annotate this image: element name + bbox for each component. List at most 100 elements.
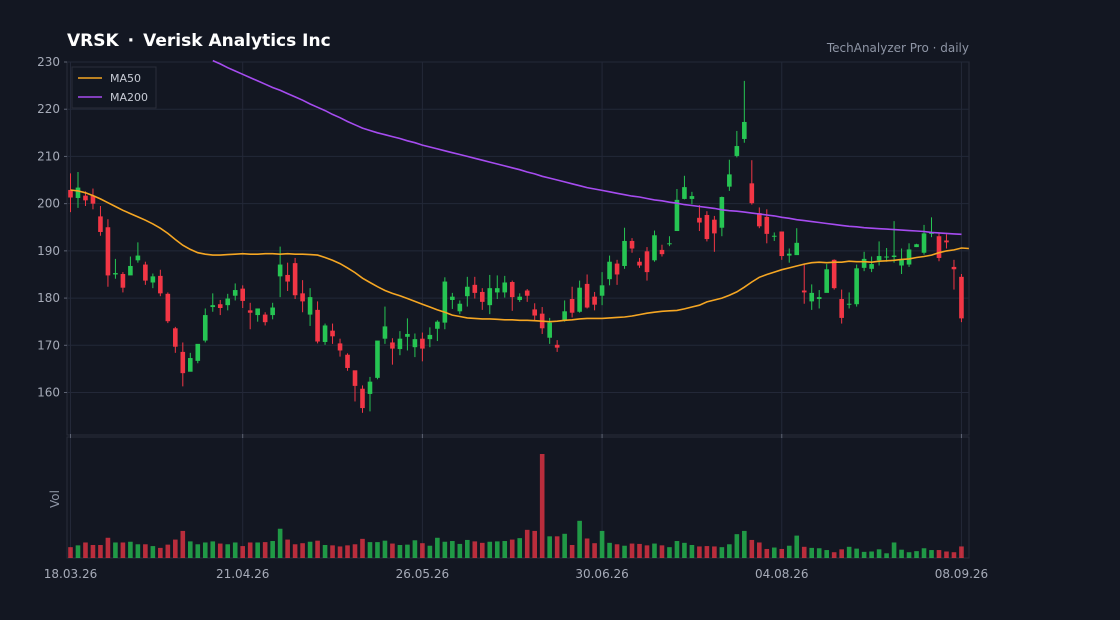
date-tick-label: 26.05.26	[396, 567, 449, 581]
volume-bar	[165, 544, 171, 558]
volume-bar	[427, 545, 433, 558]
legend-box	[71, 66, 157, 109]
volume-bar	[412, 540, 418, 558]
candle-body	[674, 199, 680, 232]
candle-body	[315, 309, 320, 342]
volume-bar	[285, 539, 290, 558]
grid-lines	[67, 61, 969, 558]
candle-body	[861, 258, 867, 268]
candle-body	[225, 298, 231, 306]
volume-bar	[712, 546, 717, 558]
volume-bar	[637, 543, 642, 558]
volume-bar	[697, 546, 702, 558]
volume-bar	[352, 544, 358, 558]
candle-body	[839, 299, 844, 318]
volume-bar	[68, 547, 73, 558]
volume-bar	[90, 545, 96, 558]
volume-bar	[659, 545, 665, 558]
volume-bar	[180, 530, 186, 558]
volume-bar	[771, 547, 777, 558]
volume-bars	[68, 454, 964, 558]
volume-bar	[532, 530, 537, 558]
candle-body	[659, 249, 665, 255]
volume-bar	[801, 546, 807, 558]
volume-bar	[502, 541, 508, 558]
price-tick-label: 230	[37, 55, 60, 69]
candle-body	[951, 266, 957, 270]
candle-body	[786, 253, 792, 256]
volume-bar	[742, 530, 747, 558]
price-tick-label: 210	[37, 149, 60, 163]
volume-bar	[292, 544, 298, 558]
price-axis: 160 170 180 190 200 210 220 230	[37, 55, 67, 400]
candle-body	[397, 338, 403, 350]
volume-bar	[322, 545, 328, 558]
candle-body	[285, 274, 290, 282]
volume-bar	[644, 545, 650, 558]
volume-bar	[113, 542, 118, 558]
volume-bar	[951, 552, 957, 558]
candle-body	[959, 276, 964, 319]
candle-body	[727, 174, 732, 187]
volume-bar	[547, 536, 552, 558]
volume-axis-label: Vol	[48, 490, 62, 508]
volume-bar	[749, 539, 755, 558]
title-separator: ·	[127, 31, 135, 51]
candle-body	[330, 330, 335, 337]
candle-body	[247, 310, 253, 313]
candle-body	[599, 285, 605, 296]
date-tick-label: 04.08.26	[755, 567, 808, 581]
volume-bar	[262, 542, 268, 558]
candle-body	[914, 244, 919, 248]
candle-body	[854, 268, 859, 305]
volume-bar	[524, 529, 530, 558]
volume-bar	[255, 542, 260, 558]
volume-bar	[667, 547, 672, 558]
volume-bar	[270, 541, 275, 558]
volume-bar	[494, 541, 500, 558]
price-tick-label: 220	[37, 102, 60, 116]
volume-bar	[652, 543, 657, 558]
candle-body	[824, 269, 829, 293]
candle-body	[944, 240, 949, 243]
candle-body	[255, 308, 260, 316]
volume-bar	[779, 548, 785, 558]
candle-body	[629, 240, 635, 249]
candle-body	[764, 216, 770, 234]
candle-body	[165, 293, 171, 322]
candle-body	[390, 342, 395, 349]
volume-bar	[330, 545, 335, 558]
candle-body	[562, 311, 567, 321]
volume-bar	[457, 543, 463, 558]
volume-bar	[809, 547, 815, 558]
candlestick-series	[68, 80, 964, 413]
candle-body	[143, 264, 148, 281]
volume-bar	[854, 548, 859, 558]
candle-body	[697, 217, 702, 223]
candle-body	[270, 307, 275, 316]
volume-bar	[861, 551, 867, 558]
candle-body	[936, 236, 942, 258]
candle-body	[704, 214, 710, 240]
volume-bar	[959, 546, 964, 558]
volume-bar	[944, 551, 949, 558]
candle-body	[682, 187, 687, 199]
volume-bar	[450, 541, 455, 558]
volume-bar	[465, 539, 470, 558]
volume-bar	[360, 538, 365, 558]
volume-bar	[682, 542, 687, 558]
ticker-symbol: VRSK	[67, 31, 119, 51]
candle-body	[83, 195, 88, 201]
candle-body	[98, 216, 103, 232]
volume-bar	[315, 540, 320, 558]
candle-body	[921, 233, 927, 253]
candle-body	[472, 284, 478, 293]
candle-body	[554, 344, 560, 348]
volume-bar	[397, 545, 403, 558]
volume-bar	[135, 544, 141, 558]
volume-bar	[794, 535, 800, 558]
volume-bar	[472, 541, 478, 558]
volume-bar	[105, 537, 111, 558]
candle-body	[457, 303, 463, 312]
